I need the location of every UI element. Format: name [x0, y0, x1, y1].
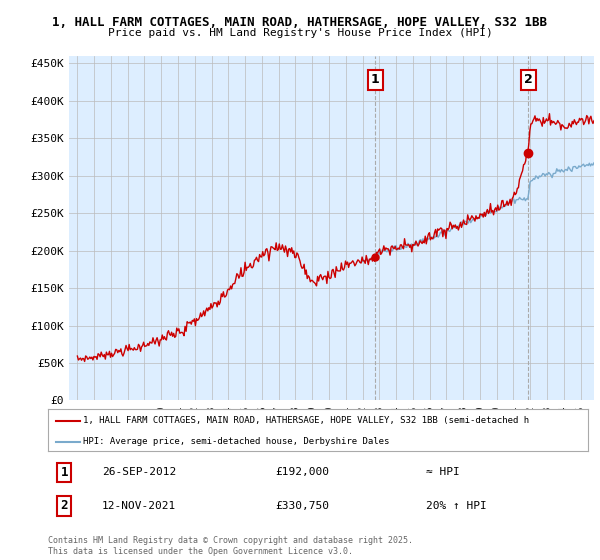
Text: HPI: Average price, semi-detached house, Derbyshire Dales: HPI: Average price, semi-detached house,… — [83, 437, 389, 446]
Text: 2: 2 — [524, 73, 532, 86]
Text: 1, HALL FARM COTTAGES, MAIN ROAD, HATHERSAGE, HOPE VALLEY, S32 1BB (semi-detache: 1, HALL FARM COTTAGES, MAIN ROAD, HATHER… — [83, 416, 529, 425]
Text: 12-NOV-2021: 12-NOV-2021 — [102, 501, 176, 511]
Text: 26-SEP-2012: 26-SEP-2012 — [102, 468, 176, 478]
Text: Contains HM Land Registry data © Crown copyright and database right 2025.
This d: Contains HM Land Registry data © Crown c… — [48, 536, 413, 556]
Text: 1, HALL FARM COTTAGES, MAIN ROAD, HATHERSAGE, HOPE VALLEY, S32 1BB: 1, HALL FARM COTTAGES, MAIN ROAD, HATHER… — [53, 16, 548, 29]
Text: ≈ HPI: ≈ HPI — [426, 468, 460, 478]
Text: £330,750: £330,750 — [275, 501, 329, 511]
Text: £192,000: £192,000 — [275, 468, 329, 478]
Text: 20% ↑ HPI: 20% ↑ HPI — [426, 501, 487, 511]
Text: 1: 1 — [371, 73, 379, 86]
Bar — [375, 56, 528, 400]
Text: 2: 2 — [61, 500, 68, 512]
Text: Price paid vs. HM Land Registry's House Price Index (HPI): Price paid vs. HM Land Registry's House … — [107, 28, 493, 38]
Text: 1: 1 — [61, 466, 68, 479]
